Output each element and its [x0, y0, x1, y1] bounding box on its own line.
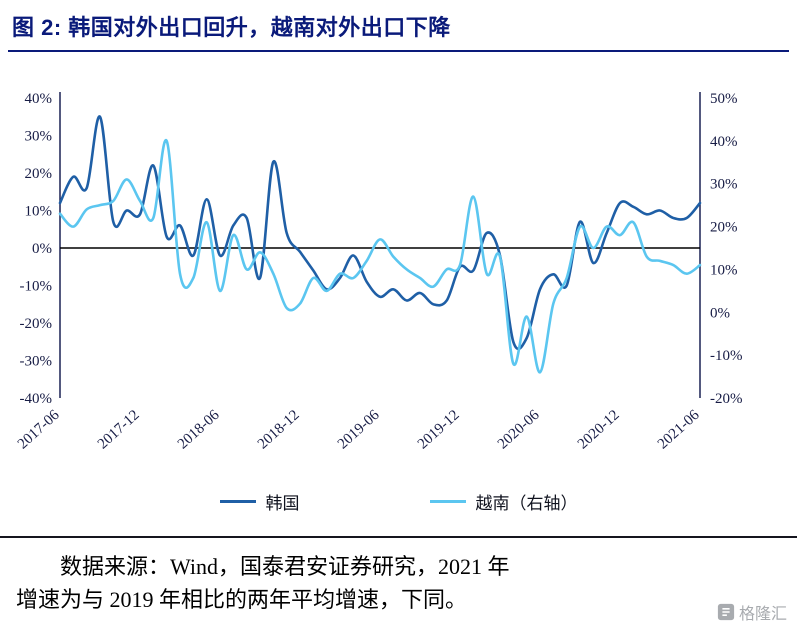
y-left-tick-label: 20%: [25, 166, 53, 182]
series-line-korea: [58, 115, 702, 351]
y-right-tick-label: 30%: [710, 177, 738, 193]
vietnam-line-swatch: [429, 499, 466, 503]
legend-item-vietnam: 越南（右轴）: [429, 489, 578, 514]
gelonghui-logo-text: 格隆汇: [738, 606, 787, 623]
x-tick-label: 2021-06: [655, 407, 703, 453]
x-tick-label: 2019-12: [415, 407, 463, 452]
figure-title: 图 2: 韩国对外出口回升，越南对外出口下降: [12, 15, 451, 40]
chart-area: 40% 30% 20% 10% 0% -10% -20% -30% -40% 50% 40% 30% 2…: [8, 86, 791, 474]
gelonghui-watermark: 格隆汇: [717, 600, 787, 624]
y-left-tick-label: 40%: [25, 91, 53, 107]
gelonghui-logo-icon: [717, 603, 735, 621]
y-left-tick-label: -10%: [20, 279, 53, 295]
y-right-tick-label: 20%: [710, 220, 738, 236]
y-right-tick-label: -10%: [710, 348, 743, 364]
figure-header: 图 2: 韩国对外出口回升，越南对外出口下降: [8, 0, 789, 52]
legend-label-korea: 韩国: [265, 493, 300, 513]
source-note: 数据来源：Wind，国泰君安证券研究，2021 年 增速为与 2019 年相比的…: [0, 536, 797, 616]
source-line-2: 增速为与 2019 年相比的两年平均增速，下同。: [16, 587, 468, 612]
legend-label-vietnam: 越南（右轴）: [475, 493, 578, 513]
y-right-tick-label: -20%: [710, 391, 743, 407]
y-left-tick-label: -40%: [20, 391, 53, 407]
y-right-tick-label: 50%: [710, 91, 738, 107]
line-chart: 40% 30% 20% 10% 0% -10% -20% -30% -40% 50% 40% 30% 2…: [15, 91, 743, 453]
y-left-tick-label: 30%: [25, 129, 53, 145]
y-left-tick-label: 10%: [25, 204, 53, 220]
series-line-vietnam: [58, 139, 702, 374]
x-tick-label: 2020-06: [495, 407, 543, 453]
x-tick-label: 2017-12: [95, 407, 143, 452]
y-right-tick-label: 10%: [710, 262, 738, 278]
x-tick-label: 2017-06: [15, 407, 63, 453]
x-tick-label: 2018-06: [175, 407, 223, 453]
legend-item-korea: 韩国: [219, 489, 300, 514]
y-left-tick-label: -20%: [20, 316, 53, 332]
x-tick-label: 2018-12: [255, 407, 303, 452]
y-left-tick-label: -30%: [20, 354, 53, 370]
korea-line-swatch: [219, 499, 256, 503]
y-right-tick-label: 40%: [710, 134, 738, 150]
y-left-tick-label: 0%: [32, 241, 52, 257]
chart-legend: 韩国 越南（右轴）: [0, 488, 797, 514]
y-right-tick-label: 0%: [710, 305, 730, 321]
source-line-1: 数据来源：Wind，国泰君安证券研究，2021 年: [60, 554, 510, 579]
x-tick-label: 2019-06: [335, 407, 383, 453]
x-tick-label: 2020-12: [575, 407, 623, 452]
